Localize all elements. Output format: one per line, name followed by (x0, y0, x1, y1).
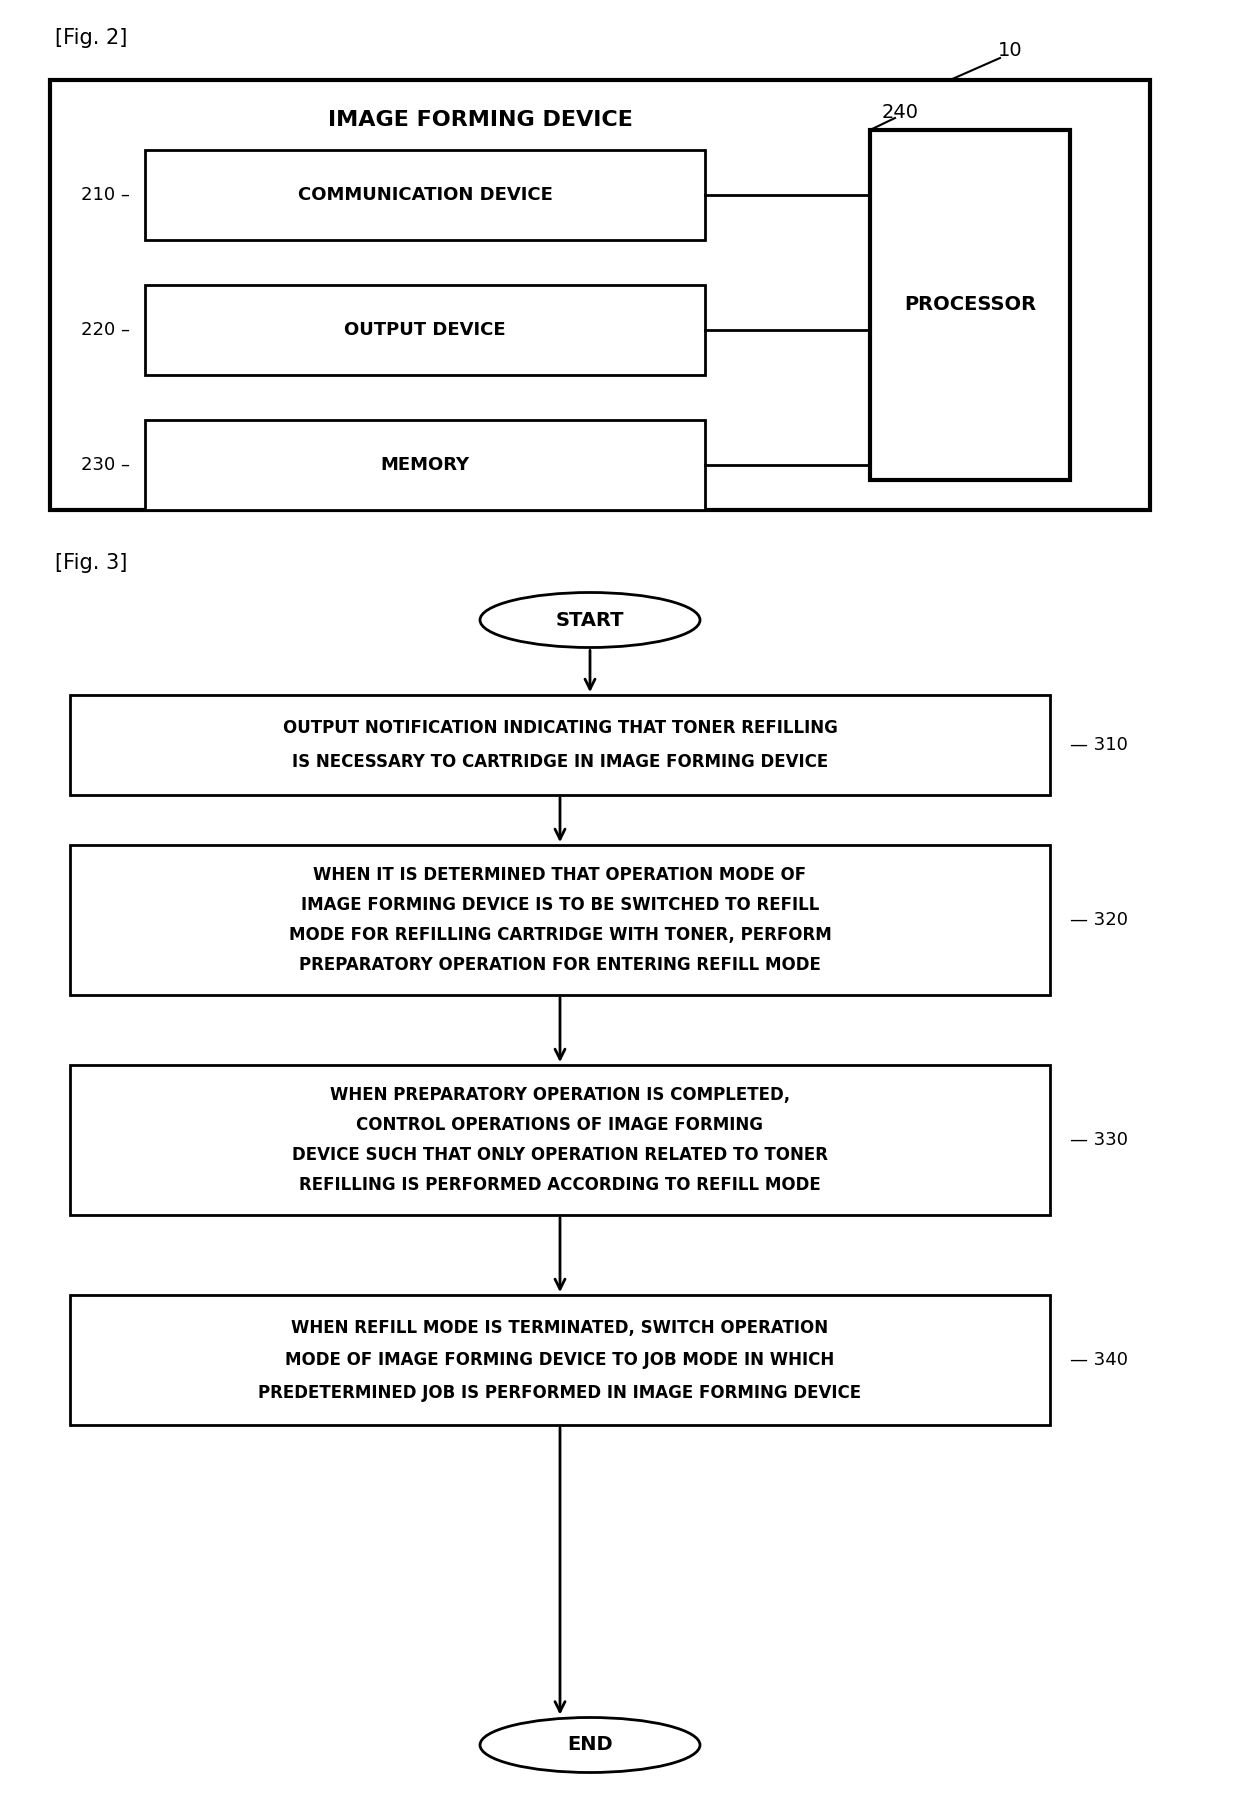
Text: — 340: — 340 (1070, 1350, 1128, 1368)
Text: END: END (567, 1736, 613, 1754)
FancyBboxPatch shape (145, 420, 706, 510)
FancyBboxPatch shape (870, 130, 1070, 480)
Text: 240: 240 (882, 103, 919, 121)
Text: MEMORY: MEMORY (381, 456, 470, 474)
Text: OUTPUT DEVICE: OUTPUT DEVICE (345, 321, 506, 339)
Ellipse shape (480, 593, 701, 647)
FancyBboxPatch shape (69, 846, 1050, 995)
Text: PROCESSOR: PROCESSOR (904, 296, 1037, 314)
Text: 220 –: 220 – (81, 321, 130, 339)
FancyBboxPatch shape (145, 150, 706, 240)
Text: PREDETERMINED JOB IS PERFORMED IN IMAGE FORMING DEVICE: PREDETERMINED JOB IS PERFORMED IN IMAGE … (258, 1383, 862, 1401)
FancyBboxPatch shape (69, 1066, 1050, 1215)
Text: — 310: — 310 (1070, 736, 1128, 754)
Text: — 320: — 320 (1070, 911, 1128, 929)
Text: IS NECESSARY TO CARTRIDGE IN IMAGE FORMING DEVICE: IS NECESSARY TO CARTRIDGE IN IMAGE FORMI… (291, 752, 828, 770)
Ellipse shape (480, 1718, 701, 1772)
Text: IMAGE FORMING DEVICE: IMAGE FORMING DEVICE (327, 110, 632, 130)
Text: [Fig. 2]: [Fig. 2] (55, 29, 128, 49)
FancyBboxPatch shape (145, 285, 706, 375)
Text: OUTPUT NOTIFICATION INDICATING THAT TONER REFILLING: OUTPUT NOTIFICATION INDICATING THAT TONE… (283, 719, 837, 737)
Text: WHEN IT IS DETERMINED THAT OPERATION MODE OF: WHEN IT IS DETERMINED THAT OPERATION MOD… (314, 865, 806, 883)
Text: 210 –: 210 – (81, 186, 130, 204)
Text: IMAGE FORMING DEVICE IS TO BE SWITCHED TO REFILL: IMAGE FORMING DEVICE IS TO BE SWITCHED T… (301, 896, 820, 914)
Text: MODE FOR REFILLING CARTRIDGE WITH TONER, PERFORM: MODE FOR REFILLING CARTRIDGE WITH TONER,… (289, 927, 831, 945)
Text: CONTROL OPERATIONS OF IMAGE FORMING: CONTROL OPERATIONS OF IMAGE FORMING (357, 1116, 764, 1134)
Text: MODE OF IMAGE FORMING DEVICE TO JOB MODE IN WHICH: MODE OF IMAGE FORMING DEVICE TO JOB MODE… (285, 1350, 835, 1368)
Text: — 330: — 330 (1070, 1130, 1128, 1149)
Text: 10: 10 (998, 40, 1022, 59)
Text: REFILLING IS PERFORMED ACCORDING TO REFILL MODE: REFILLING IS PERFORMED ACCORDING TO REFI… (299, 1176, 821, 1194)
FancyBboxPatch shape (69, 694, 1050, 795)
Text: WHEN PREPARATORY OPERATION IS COMPLETED,: WHEN PREPARATORY OPERATION IS COMPLETED, (330, 1085, 790, 1103)
Text: WHEN REFILL MODE IS TERMINATED, SWITCH OPERATION: WHEN REFILL MODE IS TERMINATED, SWITCH O… (291, 1318, 828, 1336)
FancyBboxPatch shape (50, 79, 1149, 510)
Text: COMMUNICATION DEVICE: COMMUNICATION DEVICE (298, 186, 553, 204)
Text: DEVICE SUCH THAT ONLY OPERATION RELATED TO TONER: DEVICE SUCH THAT ONLY OPERATION RELATED … (291, 1147, 828, 1165)
Text: PREPARATORY OPERATION FOR ENTERING REFILL MODE: PREPARATORY OPERATION FOR ENTERING REFIL… (299, 956, 821, 974)
Text: [Fig. 3]: [Fig. 3] (55, 554, 128, 573)
FancyBboxPatch shape (69, 1295, 1050, 1424)
Text: 230 –: 230 – (81, 456, 130, 474)
Text: START: START (556, 611, 624, 629)
